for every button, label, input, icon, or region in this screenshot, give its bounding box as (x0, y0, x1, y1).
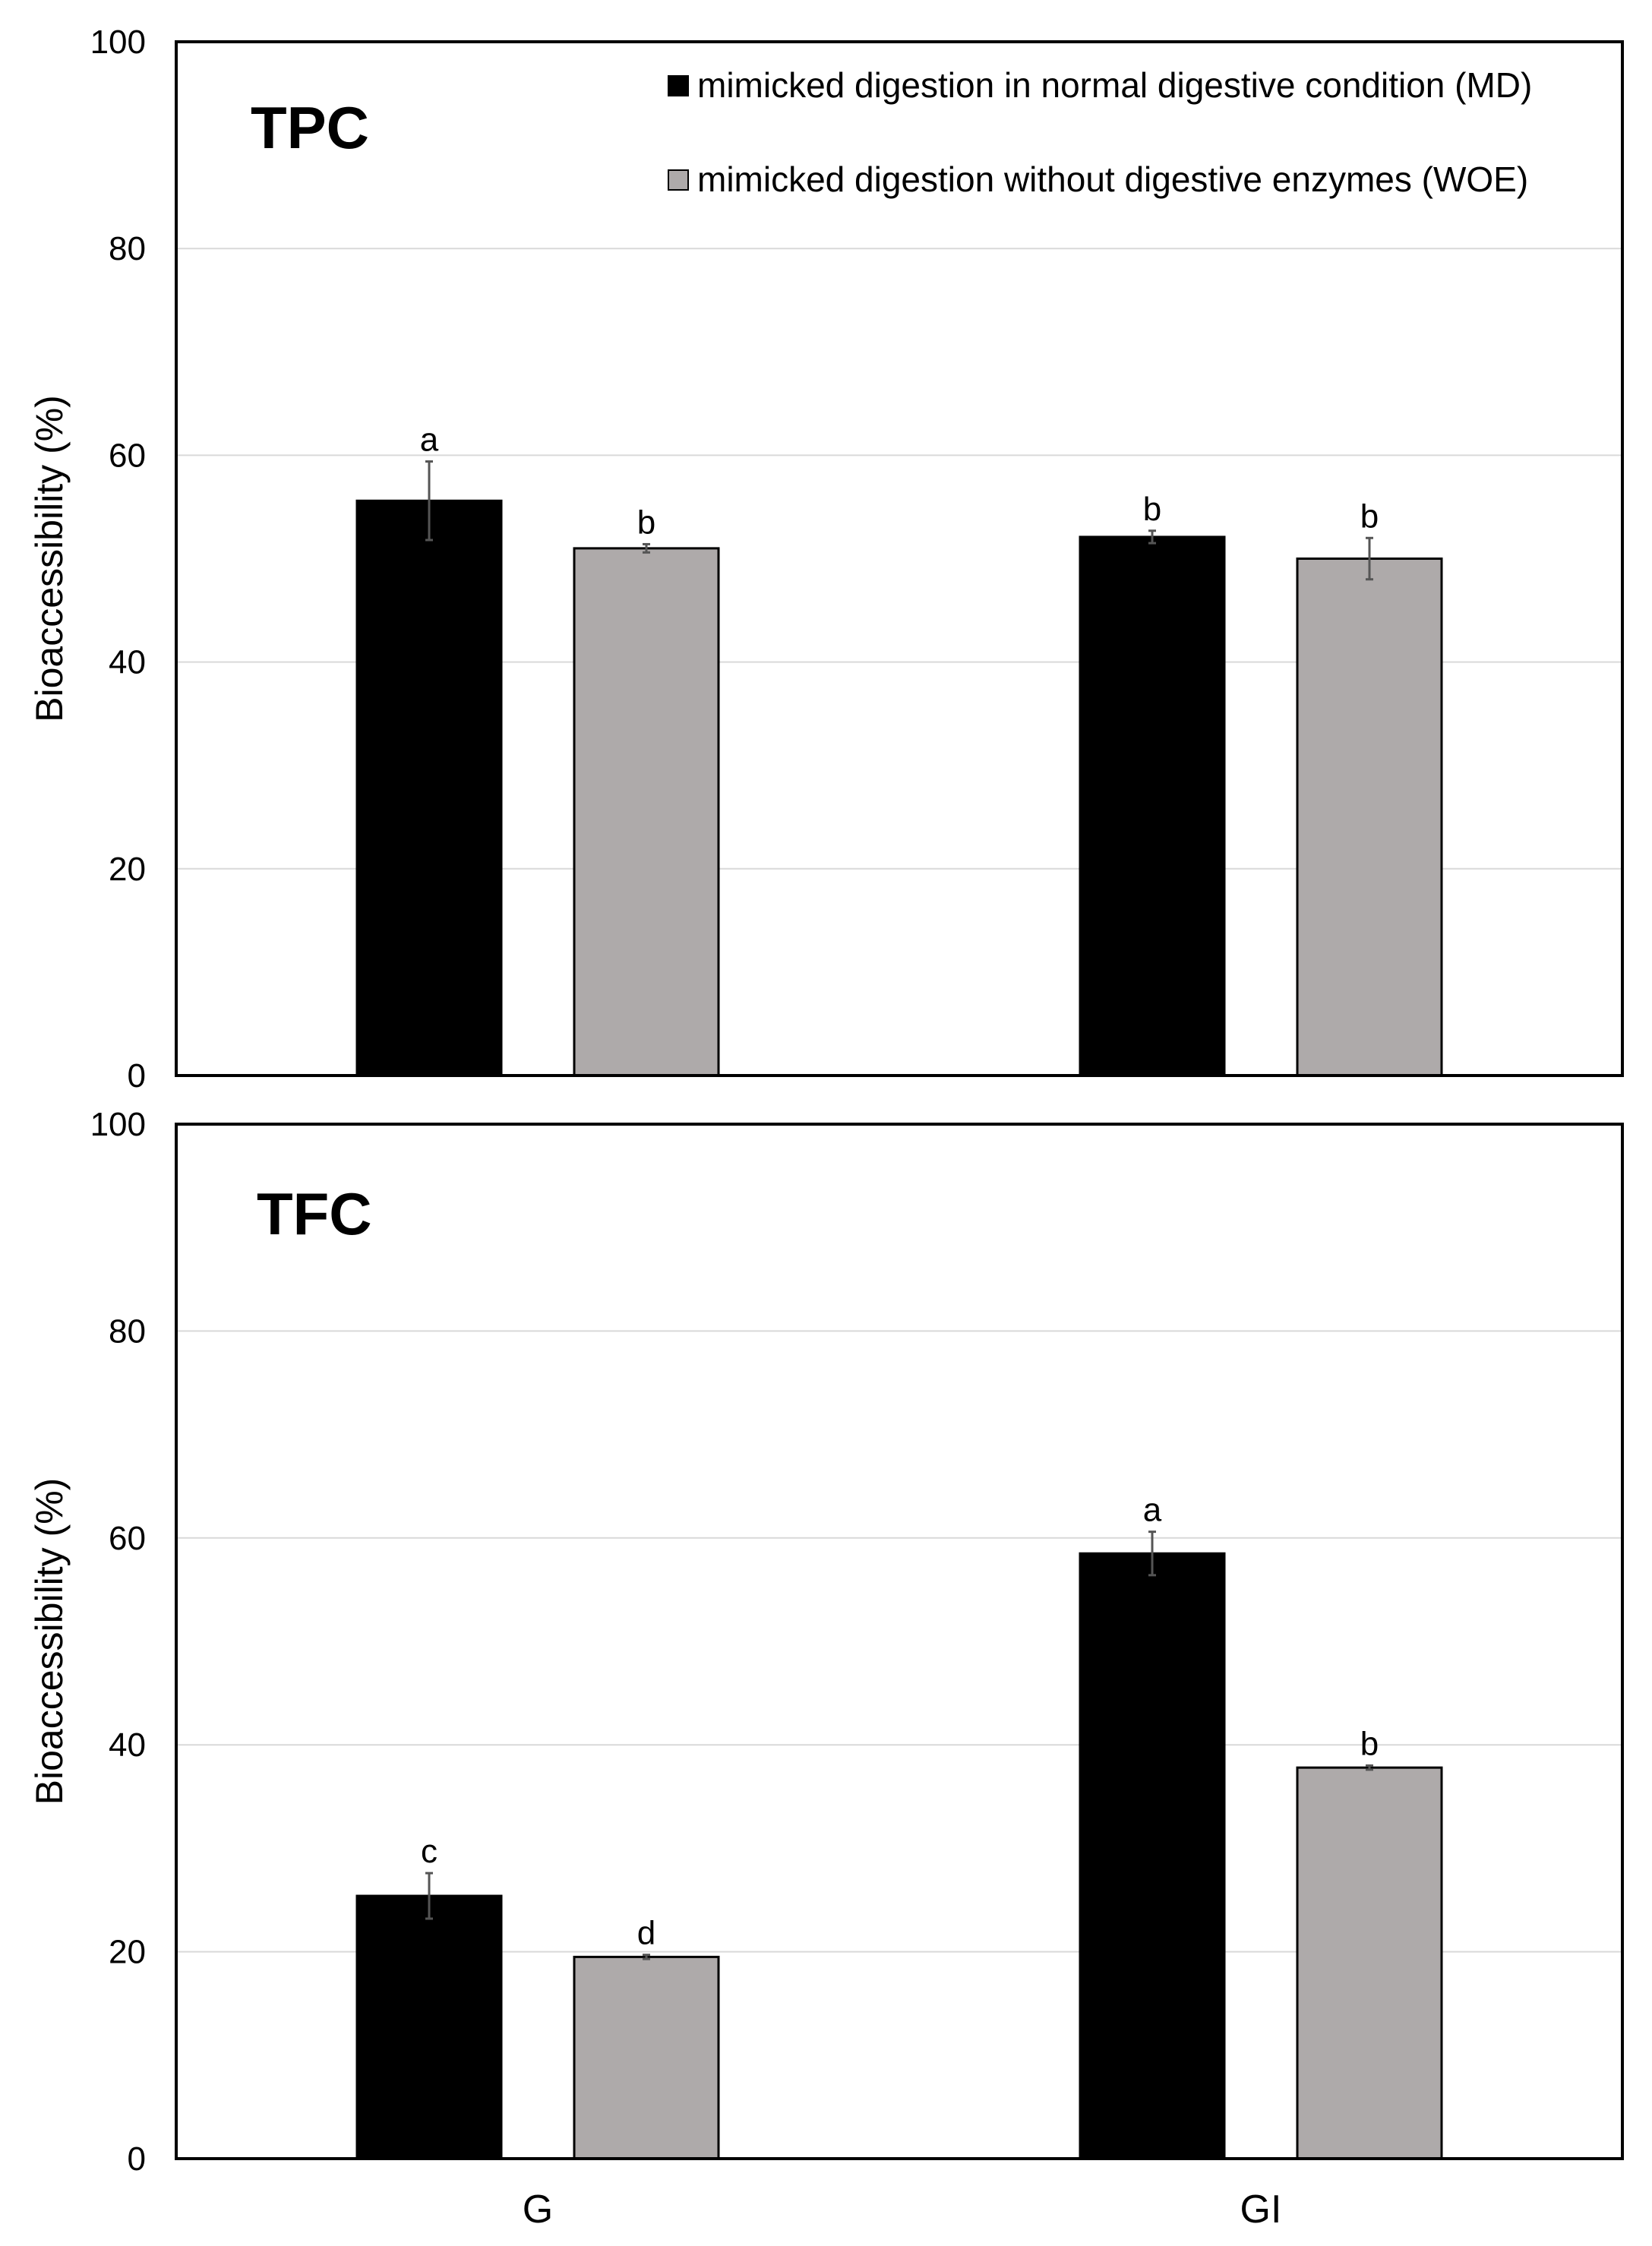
significance-letter: c (421, 1833, 437, 1870)
y-tick-label: 100 (90, 1106, 146, 1143)
y-tick-label: 20 (109, 851, 146, 888)
bar (1079, 1552, 1226, 2160)
panel-label: TPC (251, 94, 369, 161)
plot-frame (175, 1123, 1624, 2160)
significance-letter: a (1143, 1492, 1162, 1529)
significance-letter: b (637, 504, 655, 541)
bar (355, 499, 503, 1077)
y-axis-title: Bioaccessibility (%) (28, 395, 71, 722)
bar (1079, 535, 1226, 1077)
bar (1296, 558, 1443, 1077)
plot-frame (175, 40, 1624, 1077)
legend: mimicked digestion in normal digestive c… (668, 65, 1532, 199)
x-label-gi: GI (1240, 2188, 1282, 2232)
y-tick-label: 80 (109, 230, 146, 267)
y-tick-label: 0 (128, 2140, 146, 2178)
x-category-labels: G GI (523, 2188, 1282, 2232)
y-axis-title: Bioaccessibility (%) (28, 1478, 71, 1805)
panel-label: TFC (257, 1180, 372, 1247)
y-tick-label: 40 (109, 644, 146, 681)
y-tick-label: 80 (109, 1313, 146, 1350)
legend-label: mimicked digestion without digestive enz… (697, 160, 1528, 199)
bar (573, 1955, 720, 2160)
y-tick-label: 60 (109, 437, 146, 474)
tpc-panel: 0 20 40 60 80 100 Bioaccessibility (%) a b b b TPC m… (28, 24, 1624, 1095)
y-tick-label: 100 (90, 24, 146, 61)
tfc-panel: 0 20 40 60 80 100 Bioaccessibility (%) c a d b TFC (28, 1106, 1624, 2178)
significance-letter: b (1360, 498, 1379, 535)
bar (1296, 1766, 1443, 2160)
significance-letter: d (637, 1915, 655, 1952)
legend-swatch (668, 75, 689, 96)
bar (355, 1894, 503, 2160)
legend-label: mimicked digestion in normal digestive c… (697, 65, 1532, 105)
significance-letter: a (420, 422, 439, 459)
y-tick-label: 0 (128, 1057, 146, 1095)
legend-swatch (668, 169, 689, 191)
significance-letter: b (1143, 491, 1161, 528)
y-tick-label: 40 (109, 1726, 146, 1764)
x-label-g: G (523, 2188, 553, 2232)
significance-letter: b (1360, 1725, 1379, 1762)
y-tick-label: 20 (109, 1934, 146, 1971)
y-tick-label: 60 (109, 1520, 146, 1557)
bar (573, 547, 720, 1077)
